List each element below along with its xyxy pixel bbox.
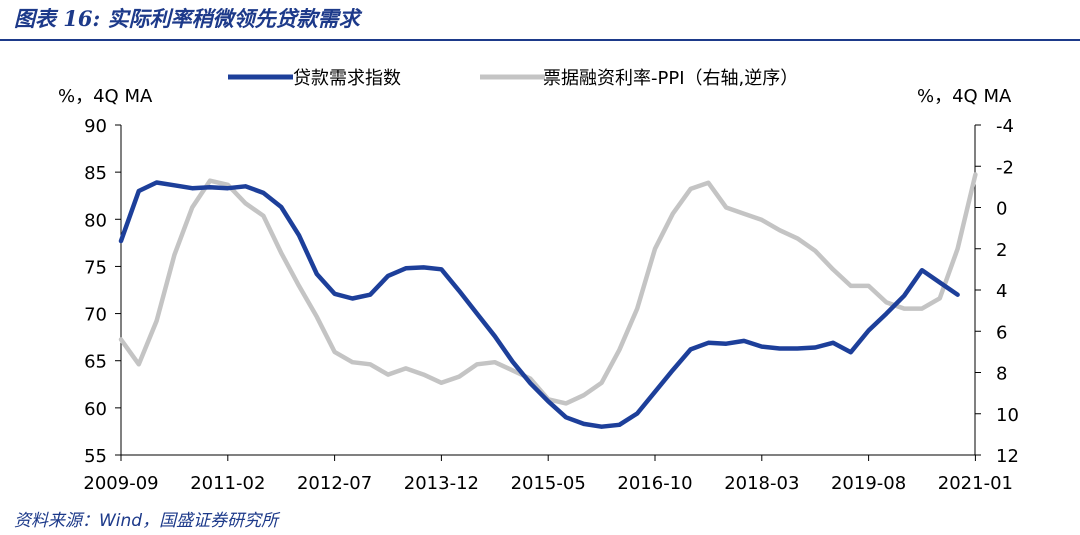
chart-title: 图表 16: 实际利率稍微领先贷款需求 <box>14 6 360 31</box>
left-axis-tick-label: 85 <box>84 163 107 184</box>
legend-label-series-1: 贷款需求指数 <box>293 68 401 89</box>
x-axis-tick-label: 2013-12 <box>404 473 479 494</box>
x-axis-tick-label: 2012-07 <box>297 473 372 494</box>
series-line-1 <box>118 180 960 429</box>
source-note: 资料来源：Wind，国盛证券研究所 <box>14 511 279 531</box>
left-axis-tick-label: 55 <box>84 446 107 467</box>
left-axis-tick-label: 70 <box>84 305 107 326</box>
right-axis-tick-label: -2 <box>996 157 1014 178</box>
left-axis-tick-label: 65 <box>84 352 107 373</box>
right-axis-tick-label: 10 <box>996 405 1019 426</box>
x-axis-tick-label: 2021-01 <box>938 473 1013 494</box>
x-axis-tick-label: 2009-09 <box>83 473 158 494</box>
x-axis-tick-label: 2019-08 <box>831 473 906 494</box>
left-axis-tick-label: 80 <box>84 210 107 231</box>
right-axis-tick-label: 6 <box>996 322 1007 343</box>
right-axis-tick-label: 12 <box>996 446 1019 467</box>
left-axis-tick-label: 90 <box>84 116 107 137</box>
left-axis-tick-label: 75 <box>84 257 107 278</box>
right-axis-tick-label: 8 <box>996 364 1007 385</box>
legend-label-series-2: 票据融资利率-PPI（右轴,逆序） <box>543 68 798 89</box>
left-axis-tick-label: 60 <box>84 399 107 420</box>
left-axis-unit: %，4Q MA <box>58 86 153 107</box>
right-axis-tick-label: 0 <box>996 199 1007 220</box>
x-axis-tick-label: 2016-10 <box>617 473 692 494</box>
x-axis-tick-label: 2018-03 <box>724 473 799 494</box>
right-axis-tick-label: -4 <box>996 116 1014 137</box>
chart-canvas: 90 85 80 75 70 65 60 55 -4 -2 0 2 4 6 8 10 12 2009-09 2011… <box>58 68 1019 494</box>
right-axis-tick-label: 4 <box>996 281 1007 302</box>
title-divider <box>0 39 1080 41</box>
series-line-2 <box>118 172 978 406</box>
right-axis-tick-label: 2 <box>996 240 1007 261</box>
x-axis-tick-label: 2011-02 <box>190 473 265 494</box>
x-axis-tick-label: 2015-05 <box>511 473 586 494</box>
right-axis-unit: %，4Q MA <box>917 86 1012 107</box>
